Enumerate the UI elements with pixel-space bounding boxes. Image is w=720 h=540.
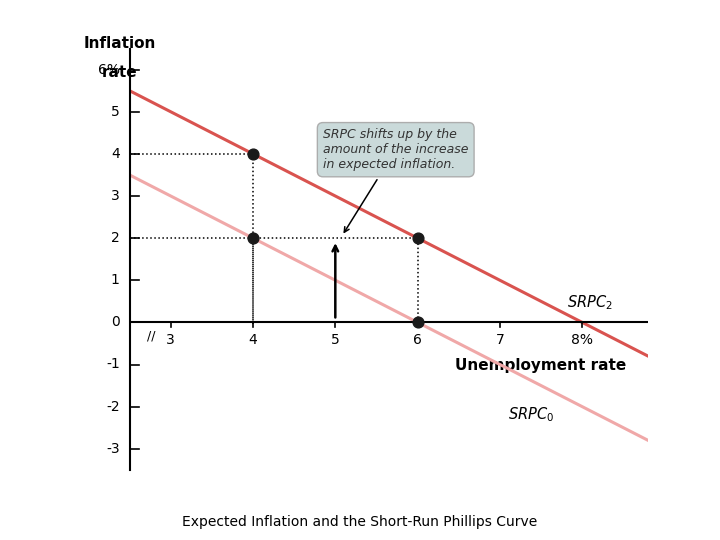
- Text: 8%: 8%: [571, 333, 593, 347]
- Text: 6%: 6%: [98, 63, 120, 77]
- Text: SRPC shifts up by the
amount of the increase
in expected inflation.: SRPC shifts up by the amount of the incr…: [323, 128, 469, 232]
- Text: 5: 5: [111, 105, 120, 119]
- Text: 1: 1: [111, 273, 120, 287]
- Text: 0: 0: [111, 315, 120, 329]
- Text: -2: -2: [106, 400, 120, 414]
- Text: Unemployment rate: Unemployment rate: [456, 358, 626, 373]
- Text: 7: 7: [495, 333, 504, 347]
- Point: [412, 318, 423, 327]
- Text: -1: -1: [106, 357, 120, 372]
- Text: 3: 3: [111, 189, 120, 203]
- Point: [412, 234, 423, 242]
- Text: Inflation: Inflation: [84, 36, 156, 51]
- Text: //: //: [147, 330, 156, 343]
- Text: $SRPC_0$: $SRPC_0$: [508, 406, 554, 424]
- Text: 3: 3: [166, 333, 175, 347]
- Text: -3: -3: [106, 442, 120, 456]
- Text: rate: rate: [102, 65, 138, 80]
- Text: 4: 4: [248, 333, 258, 347]
- Text: Expected Inflation and the Short-Run Phillips Curve: Expected Inflation and the Short-Run Phi…: [182, 515, 538, 529]
- Text: 2: 2: [111, 231, 120, 245]
- Text: 5: 5: [331, 333, 340, 347]
- Text: 6: 6: [413, 333, 422, 347]
- Point: [247, 150, 258, 158]
- Text: 4: 4: [111, 147, 120, 161]
- Text: $SRPC_2$: $SRPC_2$: [567, 293, 613, 312]
- Point: [247, 234, 258, 242]
